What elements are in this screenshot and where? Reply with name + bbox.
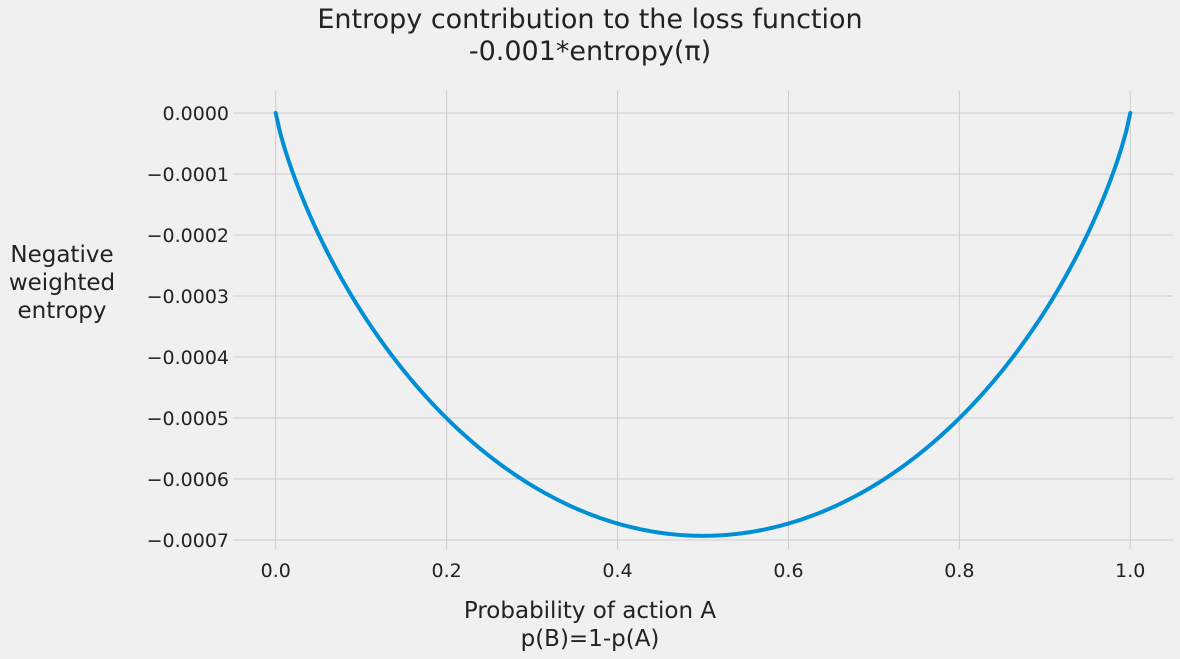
x-gridlines <box>275 91 1131 549</box>
x-tick-label: 0.2 <box>432 560 462 582</box>
y-tick-labels: 0.0000 −0.0001 −0.0002 −0.0003 −0.0004 −0.000… <box>147 103 229 552</box>
y-tick-label: −0.0001 <box>147 164 229 186</box>
y-axis-label-line-1: Negative <box>10 242 114 268</box>
y-tick-label: −0.0004 <box>147 347 229 369</box>
y-tick-label: −0.0006 <box>147 469 229 491</box>
x-tick-label: 0.6 <box>773 560 803 582</box>
series-line <box>273 111 1133 538</box>
x-axis-label-line-2: p(B)=1-p(A) <box>520 626 660 652</box>
y-tick-label: −0.0007 <box>147 530 229 552</box>
y-tick-label: −0.0005 <box>147 408 229 430</box>
y-tick-label: 0.0000 <box>163 103 229 125</box>
x-tick-label: 0.8 <box>944 560 974 582</box>
chart-title-line-2: -0.001*entropy(π) <box>468 36 712 67</box>
chart-title-line-1: Entropy contribution to the loss functio… <box>317 4 863 35</box>
x-tick-label: 0.4 <box>602 560 632 582</box>
plot-area <box>233 91 1173 549</box>
y-tick-label: −0.0003 <box>147 286 229 308</box>
x-tick-label: 1.0 <box>1115 560 1145 582</box>
x-axis-label-line-1: Probability of action A <box>463 598 717 624</box>
x-tick-labels: 0.0 0.2 0.4 0.6 0.8 1.0 <box>261 560 1146 582</box>
y-axis-label: Negative weighted entropy <box>2 241 122 325</box>
series-group <box>273 111 1133 538</box>
y-tick-label: −0.0002 <box>147 225 229 247</box>
x-tick-label: 0.0 <box>261 560 291 582</box>
y-gridlines <box>233 112 1173 541</box>
y-axis-label-line-2: weighted <box>8 270 116 296</box>
y-axis-label-line-3: entropy <box>17 298 107 324</box>
